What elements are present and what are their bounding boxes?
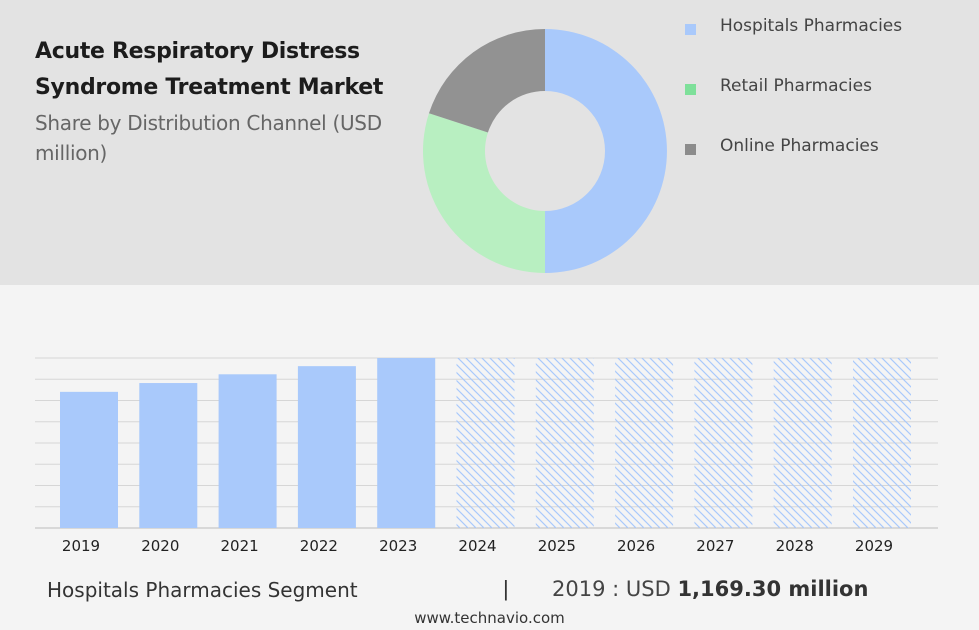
footer-summary: Hospitals Pharmacies Segment | 2019 : US… — [0, 570, 979, 610]
legend-item-hospitals: Hospitals Pharmacies — [683, 12, 973, 42]
source-link[interactable]: www.technavio.com — [414, 609, 565, 627]
x-tick-label: 2020 — [141, 537, 179, 555]
value-prefix: 2019 : USD — [552, 577, 671, 601]
bar-2027 — [694, 358, 753, 528]
bar-2026 — [615, 358, 674, 528]
x-tick-label: 2026 — [617, 537, 655, 555]
x-tick-label: 2025 — [538, 537, 576, 555]
legend-swatch-retail — [685, 84, 696, 95]
donut-chart — [423, 29, 667, 273]
legend-swatch-online — [685, 144, 696, 155]
legend-label: Retail Pharmacies — [720, 76, 872, 96]
summary-panel: Acute Respiratory Distress Syndrome Trea… — [0, 0, 979, 285]
x-tick-label: 2027 — [696, 537, 734, 555]
x-tick-label: 2022 — [300, 537, 338, 555]
bar-2028 — [773, 358, 832, 528]
donut-slice-online-pharmacies — [428, 29, 545, 133]
legend-label: Hospitals Pharmacies — [720, 16, 903, 36]
bar-2023 — [377, 358, 436, 528]
x-tick-label: 2029 — [855, 537, 893, 555]
donut-slice-hospitals-pharmacies — [545, 29, 667, 273]
bar-2019 — [60, 391, 118, 528]
bar-2029 — [853, 358, 911, 528]
bar-2024 — [456, 358, 515, 528]
value-amount: 1,169.30 million — [677, 577, 869, 601]
legend-item-online: Online Pharmacies — [683, 132, 973, 162]
segment-label: Hospitals Pharmacies Segment — [47, 578, 358, 602]
legend-swatch-hospitals — [685, 24, 696, 35]
divider: | — [503, 576, 509, 601]
x-tick-label: 2021 — [221, 537, 259, 555]
chart-subtitle: Share by Distribution Channel (USD milli… — [35, 111, 382, 165]
segment-value: 2019 : USD 1,169.30 million — [552, 577, 868, 601]
bar-2025 — [535, 358, 594, 528]
legend-label: Online Pharmacies — [720, 136, 879, 156]
x-tick-label: 2024 — [458, 537, 496, 555]
donut-slice-retail-pharmacies — [423, 113, 545, 273]
x-tick-label: 2028 — [776, 537, 814, 555]
x-tick-label: 2023 — [379, 537, 417, 555]
chart-title: Acute Respiratory Distress Syndrome Trea… — [35, 39, 384, 100]
legend-item-retail: Retail Pharmacies — [683, 72, 973, 102]
bar-chart: 2019 2020 2021 2022 2023 2024 2025 2026 2027 2028… — [35, 357, 938, 555]
bar-2020 — [139, 383, 198, 528]
bar-2022 — [297, 366, 356, 528]
bar-2021 — [218, 374, 277, 528]
x-tick-label: 2019 — [62, 537, 100, 555]
